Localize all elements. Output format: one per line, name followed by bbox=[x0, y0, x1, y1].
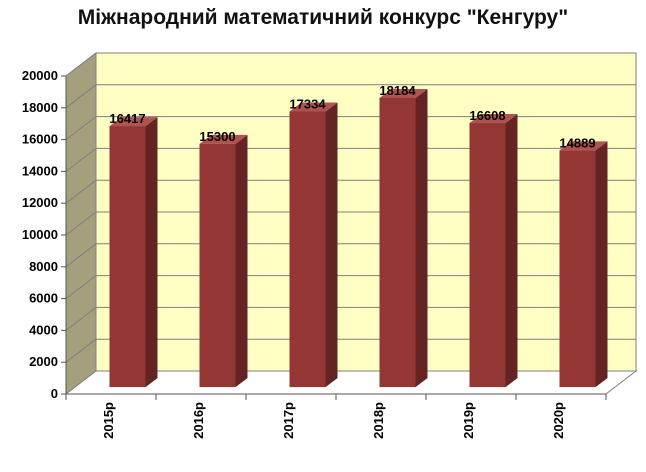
gridline-side bbox=[65, 116, 97, 140]
bar-side bbox=[595, 141, 608, 388]
y-tick-label: 16000 bbox=[22, 132, 58, 147]
bar bbox=[379, 88, 428, 388]
y-tick-label: 14000 bbox=[22, 163, 58, 178]
bar-top bbox=[289, 102, 338, 112]
bar-front bbox=[289, 111, 326, 388]
bar bbox=[289, 102, 338, 388]
x-category-label: 2017р bbox=[281, 402, 296, 439]
chart-title: Міжнародний математичний конкурс "Кенгур… bbox=[77, 6, 569, 29]
y-tick-label: 0 bbox=[51, 386, 58, 401]
gridline-side bbox=[65, 84, 97, 109]
data-labels: 16417 15300 17334 18184 16608 14889 bbox=[109, 83, 595, 150]
y-tick-label: 20000 bbox=[22, 68, 58, 83]
bar bbox=[199, 134, 248, 388]
data-label: 18184 bbox=[379, 83, 416, 98]
y-axis-ticks: 0 2000 4000 6000 8000 10000 12000 14000 16000 180… bbox=[22, 68, 58, 401]
gridline-side bbox=[65, 338, 97, 363]
bar-side bbox=[325, 102, 338, 388]
bar-side bbox=[505, 114, 518, 388]
gridline-side bbox=[65, 52, 97, 77]
bar-top bbox=[559, 141, 608, 151]
bar bbox=[469, 114, 518, 388]
data-label: 14889 bbox=[559, 135, 595, 150]
bar-front bbox=[469, 123, 506, 388]
x-category-label: 2015р bbox=[101, 402, 116, 439]
x-axis-categories: 2015р 2016р 2017р 2018р 2019р 2020р bbox=[101, 402, 566, 439]
data-label: 16417 bbox=[109, 111, 145, 126]
gridline-side bbox=[65, 211, 97, 236]
gridline-side bbox=[65, 148, 97, 172]
y-tick-label: 2000 bbox=[29, 354, 58, 369]
y-tick-label: 12000 bbox=[22, 195, 58, 210]
bar-side bbox=[235, 134, 248, 388]
gridline-side bbox=[65, 275, 97, 299]
bar bbox=[109, 117, 158, 388]
bar-top bbox=[199, 134, 248, 144]
bar-front bbox=[199, 143, 236, 388]
bar-top bbox=[469, 114, 518, 124]
bar-front bbox=[109, 126, 146, 388]
y-tick-label: 6000 bbox=[29, 291, 58, 306]
x-category-label: 2018р bbox=[371, 402, 386, 439]
bar-top bbox=[379, 88, 428, 98]
x-category-label: 2016р bbox=[191, 402, 206, 439]
bars bbox=[109, 88, 608, 388]
gridline-side bbox=[65, 307, 97, 331]
y-tick-label: 8000 bbox=[29, 259, 58, 274]
bar-front bbox=[559, 150, 596, 388]
data-label: 17334 bbox=[289, 96, 326, 111]
y-tick-label: 10000 bbox=[22, 227, 58, 242]
gridline-side bbox=[65, 179, 97, 204]
bar-top bbox=[109, 117, 158, 127]
bar-side bbox=[145, 117, 158, 388]
gridlines bbox=[61, 52, 636, 400]
bar bbox=[559, 141, 608, 388]
x-category-label: 2020р bbox=[551, 402, 566, 439]
y-tick-label: 4000 bbox=[29, 322, 58, 337]
data-label: 16608 bbox=[469, 108, 505, 123]
y-tick-label: 18000 bbox=[22, 100, 58, 115]
x-category-label: 2019р bbox=[461, 402, 476, 439]
data-label: 15300 bbox=[199, 129, 235, 144]
bar-side bbox=[415, 88, 428, 388]
bar-front bbox=[379, 97, 416, 388]
gridline-side bbox=[65, 243, 97, 268]
